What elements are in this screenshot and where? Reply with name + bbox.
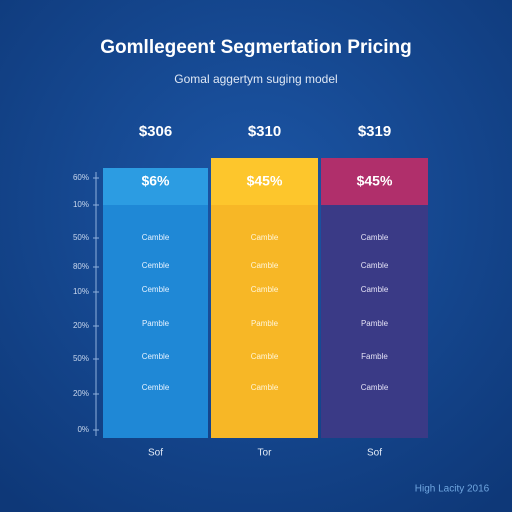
axis-label: 20% [73, 321, 89, 330]
feature: Camble [251, 261, 279, 270]
price: $310 [248, 123, 281, 140]
feature: Pamble [142, 319, 170, 328]
price: $319 [358, 123, 391, 140]
feature: Camble [361, 233, 389, 242]
axis-label: 60% [73, 173, 89, 182]
column-label: Tor [258, 448, 273, 459]
axis-label: 0% [77, 425, 89, 434]
column-label: Sof [148, 448, 163, 459]
axis-label: 10% [73, 287, 89, 296]
feature: Cemble [142, 352, 170, 361]
axis-label: 80% [73, 262, 89, 271]
feature: Cemble [142, 383, 170, 392]
feature: Cemble [142, 261, 170, 270]
feature: Pamble [361, 319, 389, 328]
badge: $45% [357, 173, 393, 189]
feature: Cemble [142, 285, 170, 294]
column-header [211, 158, 318, 205]
feature: Camble [251, 285, 279, 294]
feature: Camble [251, 383, 279, 392]
column-header [103, 168, 208, 205]
column-header [321, 158, 428, 205]
axis-label: 50% [73, 354, 89, 363]
axis-label: 20% [73, 389, 89, 398]
feature: Camble [142, 233, 170, 242]
feature: Camble [361, 285, 389, 294]
feature: Camble [361, 383, 389, 392]
feature: Pamble [251, 319, 279, 328]
feature: Camble [251, 233, 279, 242]
subtitle: Gomal aggertym suging model [174, 72, 337, 86]
feature: Famble [361, 352, 388, 361]
axis-label: 10% [73, 200, 89, 209]
column-label: Sof [367, 448, 382, 459]
title: Gomllegeent Segmertation Pricing [100, 37, 411, 58]
price: $306 [139, 123, 172, 140]
footer: High Lacity 2016 [415, 484, 490, 495]
axis-label: 50% [73, 233, 89, 242]
column-body [103, 168, 208, 438]
feature: Camble [361, 261, 389, 270]
badge: $6% [141, 173, 170, 189]
badge: $45% [247, 173, 283, 189]
feature: Camble [251, 352, 279, 361]
